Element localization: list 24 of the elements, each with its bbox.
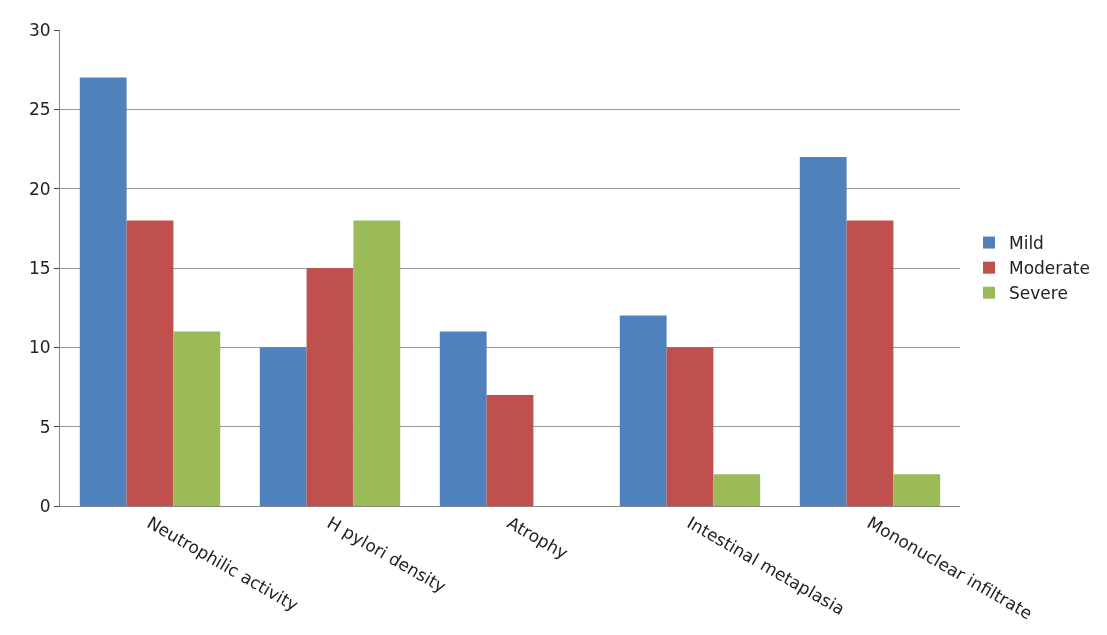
bar	[173, 331, 221, 506]
bar	[126, 220, 174, 506]
y-tick-label: 5	[39, 416, 51, 437]
bar	[799, 156, 847, 506]
bar	[79, 77, 127, 506]
y-tick-label: 25	[28, 99, 51, 120]
y-tick-label: 0	[39, 495, 51, 516]
y-tick-label: 15	[28, 257, 51, 278]
bar	[439, 331, 487, 506]
y-tick-label: 20	[28, 178, 51, 199]
bar	[259, 347, 307, 506]
bar	[846, 220, 894, 506]
bar	[619, 315, 667, 506]
bar	[713, 474, 761, 506]
y-tick-label: 30	[28, 19, 51, 40]
bar	[353, 220, 401, 506]
bar	[486, 394, 534, 506]
legend-label: Severe	[1009, 283, 1068, 304]
legend-label: Moderate	[1009, 258, 1090, 279]
y-tick-label: 10	[28, 337, 51, 358]
bar	[666, 347, 714, 506]
bar	[893, 474, 941, 506]
legend-label: Mild	[1009, 233, 1044, 254]
bar	[306, 268, 354, 506]
